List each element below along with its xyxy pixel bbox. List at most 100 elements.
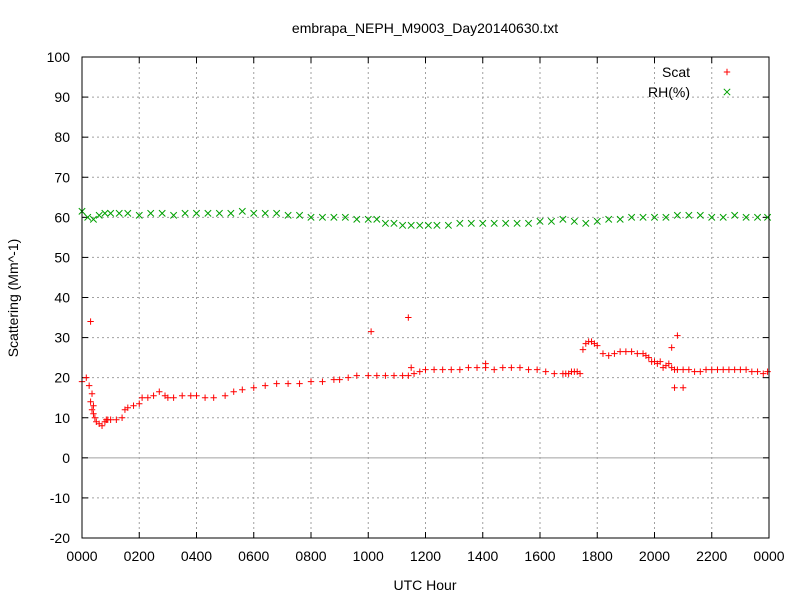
scat-point xyxy=(138,394,146,401)
x-tick-label: 0200 xyxy=(124,548,155,564)
x-tick-label: 0600 xyxy=(238,548,269,564)
rh-point xyxy=(731,211,739,219)
rh-point xyxy=(547,217,556,225)
rh-point xyxy=(424,221,432,229)
scat-point xyxy=(107,416,114,423)
x-tick-label: 1600 xyxy=(524,548,555,564)
rh-point xyxy=(456,219,464,227)
scat-point xyxy=(465,364,472,371)
y-tick-label: 60 xyxy=(54,209,70,225)
rh-point xyxy=(353,215,361,223)
rh-point xyxy=(124,209,132,217)
scat-point xyxy=(210,394,217,401)
rh-point xyxy=(364,215,372,223)
series-scat xyxy=(78,314,771,429)
scat-point xyxy=(748,368,756,375)
y-tick-label: 10 xyxy=(54,410,70,426)
legend: Scat RH(%) xyxy=(648,64,731,100)
rh-point xyxy=(250,209,258,217)
scat-point xyxy=(611,350,618,357)
scat-point xyxy=(170,394,177,401)
plot-frame xyxy=(81,56,770,539)
rh-point xyxy=(570,217,578,225)
rh-point xyxy=(318,213,327,221)
scat-point xyxy=(754,368,761,375)
rh-point xyxy=(215,209,223,217)
series-rh xyxy=(78,207,772,229)
scat-point xyxy=(516,364,524,371)
rh-point xyxy=(650,213,659,221)
rh-point xyxy=(639,213,647,221)
scat-point xyxy=(296,380,303,387)
y-tick-label: 70 xyxy=(54,169,70,185)
scat-point xyxy=(499,364,506,371)
rh-point xyxy=(238,207,246,215)
scat-point xyxy=(201,394,209,401)
rh-point xyxy=(192,209,201,217)
rh-point xyxy=(685,211,693,219)
grid-lines xyxy=(82,57,769,538)
scat-point xyxy=(685,366,693,373)
scat-point xyxy=(576,370,584,377)
scat-point xyxy=(365,372,372,379)
scat-point xyxy=(628,348,635,355)
scat-point xyxy=(594,342,601,349)
x-tick-label: 2000 xyxy=(639,548,670,564)
scat-point xyxy=(720,366,727,373)
y-tick-label: 100 xyxy=(47,49,71,65)
y-tick-label: 80 xyxy=(54,129,70,145)
scat-point xyxy=(136,400,143,407)
scat-point xyxy=(679,366,687,373)
rh-point xyxy=(559,215,567,223)
scat-point xyxy=(367,328,375,335)
scat-point xyxy=(90,410,97,417)
rh-point xyxy=(390,219,398,227)
rh-point xyxy=(593,217,601,225)
rh-point xyxy=(416,221,424,229)
scat-point xyxy=(714,366,721,373)
scat-point xyxy=(665,360,673,367)
rh-point xyxy=(341,213,349,221)
scat-point xyxy=(533,366,541,373)
rh-point xyxy=(605,215,613,223)
rh-point xyxy=(84,213,92,221)
scat-point xyxy=(674,332,681,339)
scat-point xyxy=(482,360,489,367)
scat-point xyxy=(250,384,257,391)
scat-point xyxy=(239,386,246,393)
rh-point xyxy=(524,219,533,227)
scat-point xyxy=(742,366,750,373)
y-tick-label: 20 xyxy=(54,370,70,386)
scat-point xyxy=(737,366,744,373)
scat-point xyxy=(416,368,423,375)
rh-point xyxy=(673,211,681,219)
scat-point xyxy=(87,318,94,325)
x-tick-label: 0800 xyxy=(295,548,326,564)
scat-point xyxy=(407,364,415,371)
rh-point xyxy=(502,219,510,227)
scat-point xyxy=(508,364,515,371)
rh-point xyxy=(101,209,109,217)
scat-point xyxy=(622,348,630,355)
rh-point xyxy=(115,209,123,217)
y-tick-label: 0 xyxy=(62,450,70,466)
legend-marker xyxy=(723,88,731,96)
scat-point xyxy=(525,366,532,373)
scat-point xyxy=(83,374,90,381)
y-tick-label: 90 xyxy=(54,89,70,105)
rh-point xyxy=(628,213,636,221)
rh-point xyxy=(158,209,166,217)
scat-point xyxy=(760,370,767,377)
scat-point xyxy=(542,368,549,375)
scat-point xyxy=(422,366,429,373)
scat-point xyxy=(164,394,172,401)
scat-point xyxy=(691,368,698,375)
scat-point xyxy=(668,344,675,351)
rh-point xyxy=(135,211,143,219)
x-tick-label: 0400 xyxy=(181,548,212,564)
scat-point xyxy=(702,366,710,373)
scat-point xyxy=(764,368,771,375)
rh-point xyxy=(273,209,281,217)
scat-point xyxy=(491,366,498,373)
scat-point xyxy=(230,388,237,395)
